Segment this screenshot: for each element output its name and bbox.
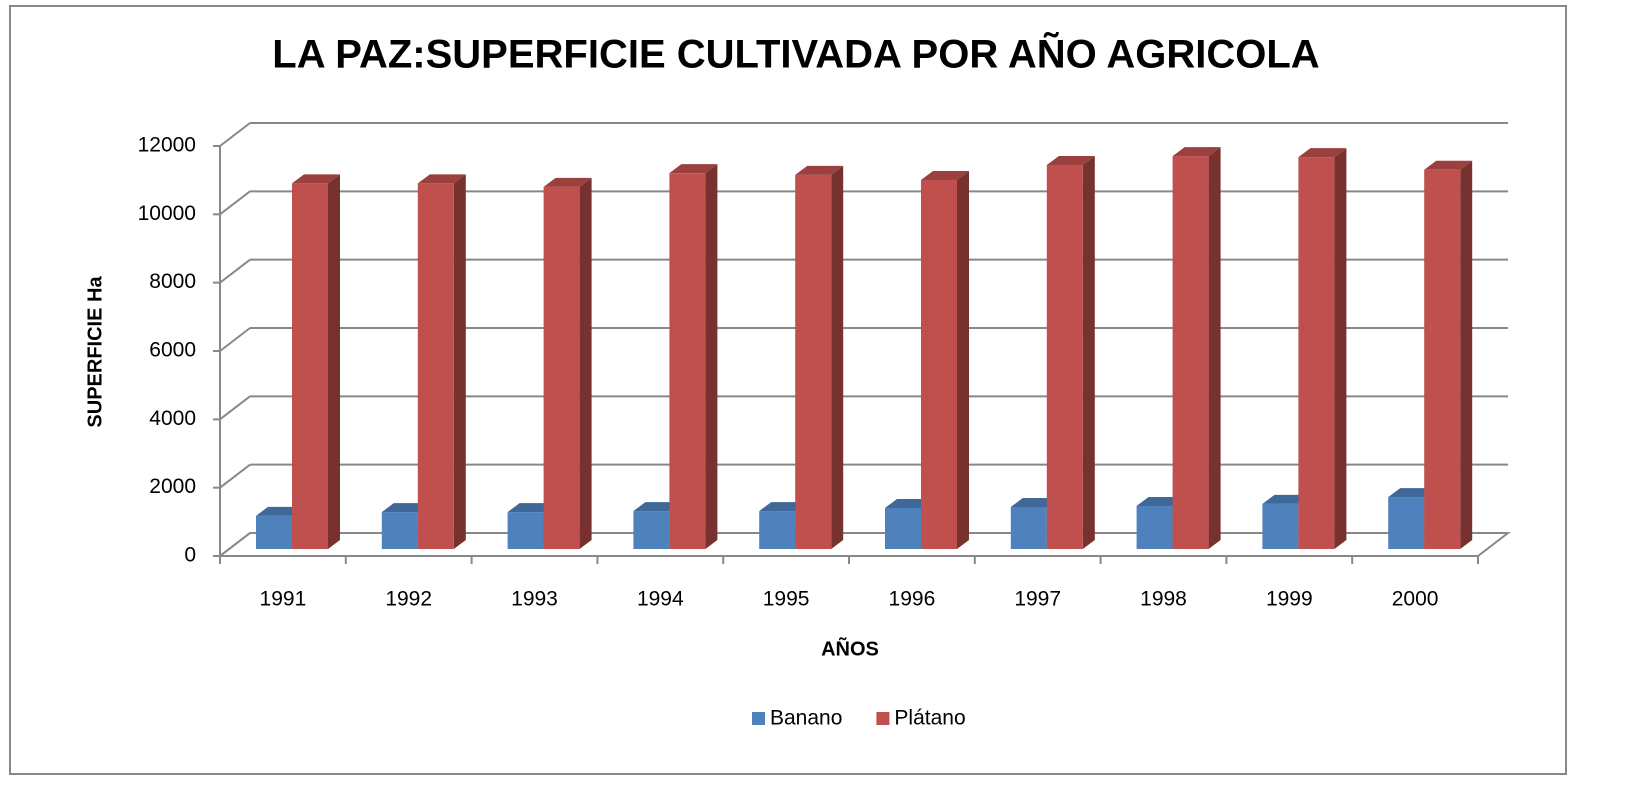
bar-top [292, 174, 340, 184]
y-tick-label: 4000 [149, 407, 196, 430]
grid-line-side [219, 327, 251, 352]
x-tick-label: 2000 [1392, 588, 1439, 611]
x-tick-label: 1996 [889, 588, 936, 611]
bar-top [543, 177, 592, 187]
legend-label: Plátano [894, 707, 965, 730]
bar [1262, 503, 1299, 549]
x-tick-label: 1999 [1266, 588, 1313, 611]
grid-line-side [219, 190, 251, 216]
x-tick-label: 1998 [1140, 588, 1187, 611]
bar-top [921, 171, 969, 180]
chart-title: LA PAZ:SUPERFICIE CULTIVADA POR AÑO AGRI… [272, 31, 1319, 77]
x-tick-label: 1991 [260, 588, 307, 611]
bar-side [705, 164, 718, 549]
bar-side [328, 174, 340, 549]
y-tick-label: 8000 [149, 270, 196, 293]
bar-side [831, 165, 844, 549]
bar [759, 511, 796, 549]
bar [417, 183, 454, 549]
bar [795, 174, 832, 549]
bar [669, 173, 706, 549]
bar [1424, 169, 1461, 549]
legend-swatch [752, 712, 765, 725]
bar [1046, 164, 1083, 549]
y-tick-label: 6000 [149, 339, 196, 362]
bar-side [1208, 147, 1221, 550]
bar-side [957, 171, 969, 549]
grid-line-side [219, 122, 251, 147]
x-tick-label: 1992 [385, 588, 432, 611]
bar-top [417, 174, 466, 184]
bar [885, 508, 921, 549]
bar-top [1046, 155, 1095, 165]
y-axis-title: SUPERFICIE Ha [84, 276, 106, 428]
bar [543, 186, 580, 550]
x-tick-label: 1994 [637, 588, 684, 611]
bar-top [669, 164, 718, 174]
bar-side [1082, 155, 1095, 549]
bar [921, 180, 957, 549]
y-tick-label: 10000 [138, 202, 196, 225]
bar-side [453, 174, 466, 549]
grid-line-side [219, 463, 251, 489]
grid-line-side [219, 395, 251, 421]
bar [292, 183, 328, 549]
bar [1136, 505, 1173, 549]
y-tick-label: 0 [184, 544, 196, 567]
grid-line-side [219, 532, 251, 557]
legend-swatch [876, 712, 890, 725]
bar-top [1172, 147, 1221, 157]
bar [1172, 156, 1209, 550]
y-tick-label: 2000 [149, 475, 196, 498]
bar-top [795, 165, 844, 175]
bar [633, 511, 670, 549]
x-tick-label: 1993 [511, 588, 558, 611]
bar-side [1460, 160, 1473, 549]
x-tick-label: 1995 [763, 588, 810, 611]
bar-side [579, 177, 592, 550]
bar-side [1334, 148, 1347, 549]
bar [256, 515, 292, 549]
x-axis-title: AÑOS [821, 637, 879, 660]
grid-line-side [219, 258, 251, 284]
bar [381, 512, 418, 549]
bar [507, 512, 544, 549]
x-tick-label: 1997 [1014, 588, 1061, 611]
bar [1298, 157, 1335, 549]
bar [1388, 497, 1425, 549]
y-tick-label: 12000 [138, 134, 196, 157]
legend-label: Banano [770, 707, 842, 730]
bar-top [1298, 148, 1347, 158]
bar [1010, 506, 1047, 549]
bar-top [1424, 160, 1473, 170]
